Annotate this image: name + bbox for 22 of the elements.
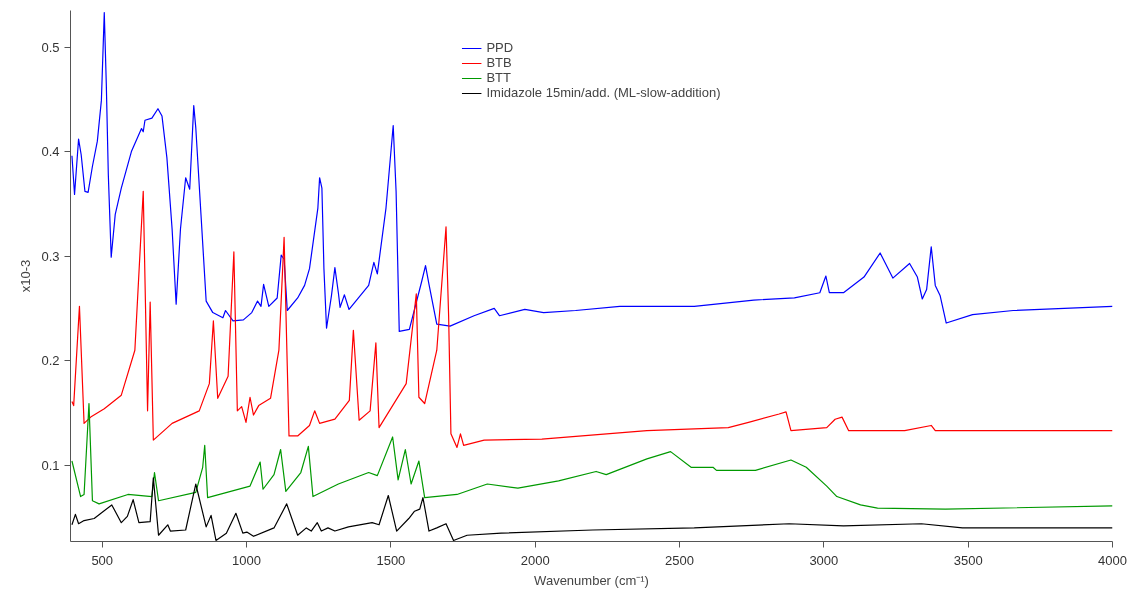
- x-tick-label: 3500: [953, 552, 983, 568]
- line-series: [71, 402, 1113, 510]
- y-tick-label: 0.2: [41, 353, 60, 369]
- legend-label: BTT: [486, 70, 512, 85]
- legend-label: PPD: [486, 40, 514, 55]
- legend-label: Imidazole 15min/add. (ML-slow-addition): [486, 85, 721, 100]
- x-tick-label: 2500: [665, 552, 694, 568]
- y-tick-label: 0.4: [41, 144, 60, 160]
- x-tick-label: 2000: [520, 552, 550, 568]
- x-tick-label: 4000: [1098, 552, 1127, 568]
- y-tick-label: 0.1: [41, 457, 60, 473]
- y-tick-label: 0.5: [41, 39, 60, 55]
- x-tick-label: 500: [91, 552, 114, 568]
- legend-label: BTB: [486, 55, 512, 70]
- line-series: [71, 11, 1113, 332]
- x-tick-label: 1000: [232, 552, 262, 568]
- x-tick-label: 3000: [809, 552, 839, 568]
- x-axis-title: Wavenumber (cm⁻¹): [534, 572, 649, 588]
- line-series: [71, 190, 1113, 449]
- y-axis-title: x10-3: [18, 259, 34, 293]
- x-tick-label: 1500: [376, 552, 406, 568]
- y-tick-label: 0.3: [41, 248, 60, 264]
